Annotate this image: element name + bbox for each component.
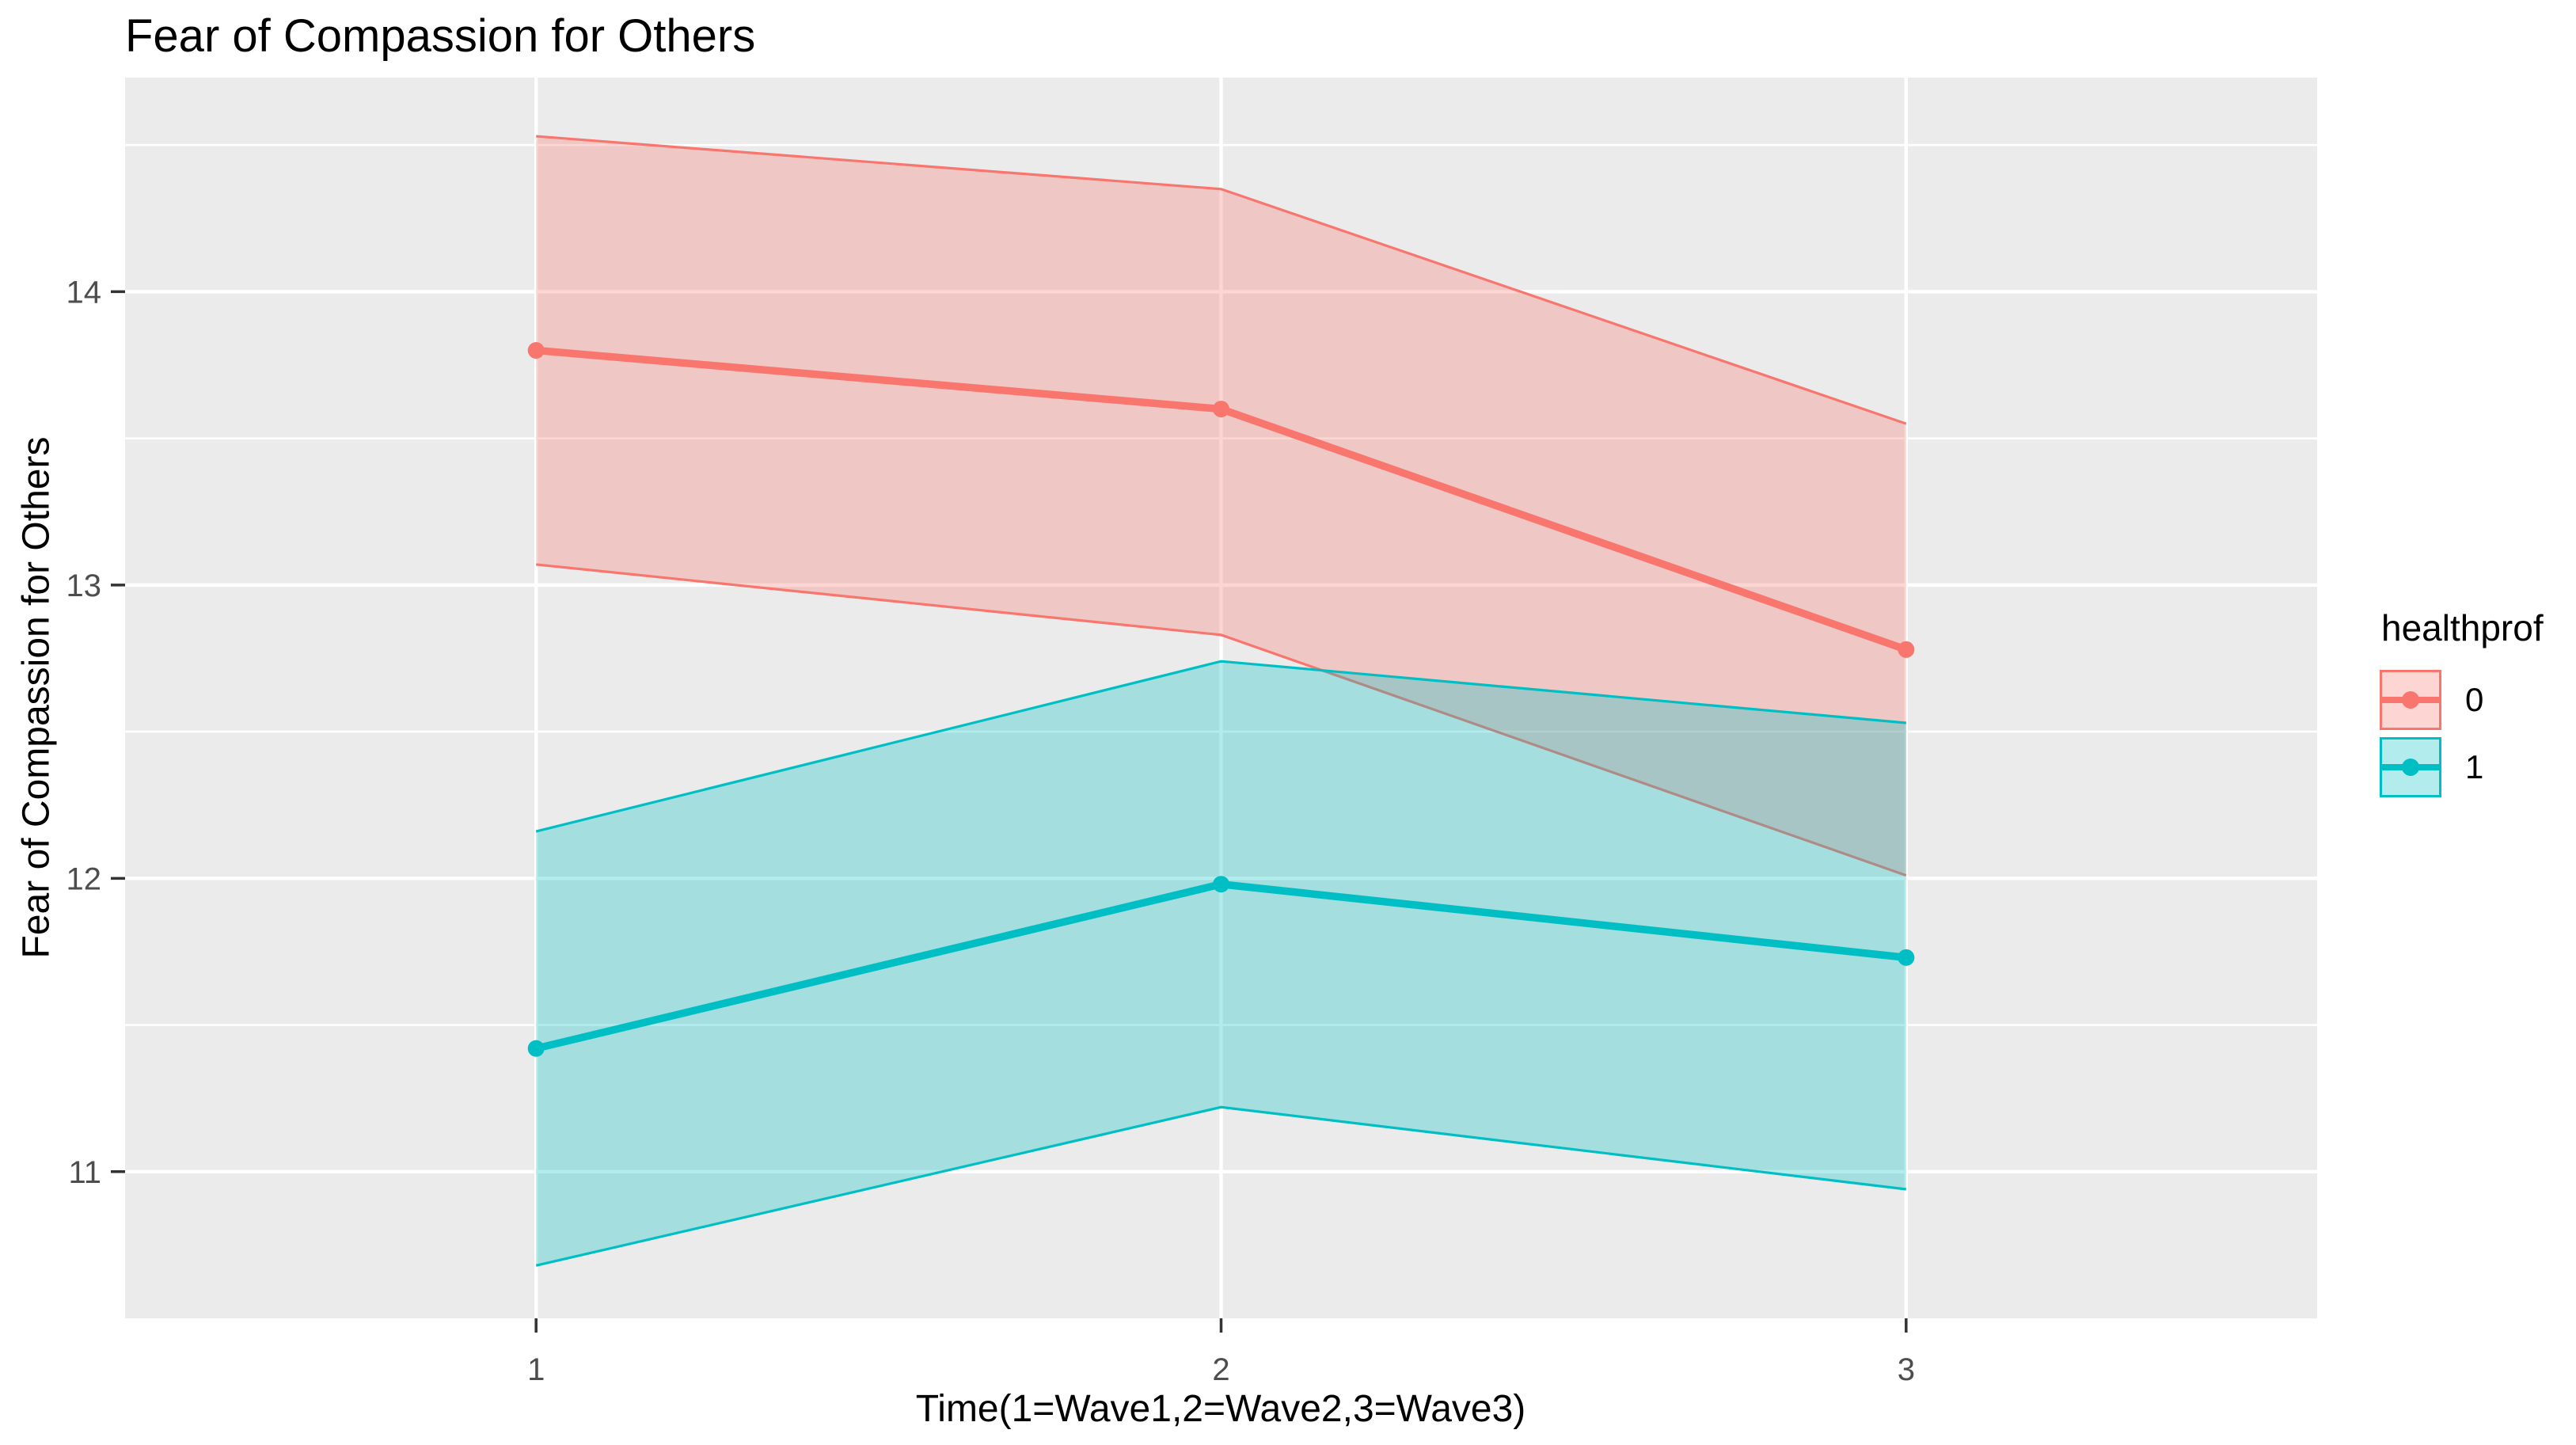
legend-item-0: 0 bbox=[2380, 670, 2544, 730]
ribbon-lower-edge-0 bbox=[536, 563, 1907, 877]
y-tick-label: 13 bbox=[66, 568, 102, 603]
legend-key-swatch-0 bbox=[2380, 670, 2441, 730]
legend: healthprof 0 1 bbox=[2380, 607, 2544, 804]
data-point-1-x3 bbox=[1898, 949, 1915, 966]
legend-item-1: 1 bbox=[2380, 737, 2544, 797]
ribbon-upper-edge-0 bbox=[536, 135, 1907, 425]
data-point-0-x1 bbox=[527, 342, 545, 359]
x-tick-label: 2 bbox=[1212, 1352, 1229, 1387]
legend-label-1: 1 bbox=[2465, 748, 2484, 785]
y-tick-label: 14 bbox=[66, 275, 102, 310]
x-axis-title: Time(1=Wave1,2=Wave2,3=Wave3) bbox=[915, 1388, 1526, 1430]
y-axis-title: Fear of Compassion for Others bbox=[15, 436, 58, 959]
x-tick-label: 1 bbox=[527, 1352, 545, 1387]
ribbon-1 bbox=[536, 661, 1906, 1266]
y-tick-label: 11 bbox=[68, 1155, 101, 1190]
ribbon-0 bbox=[536, 136, 1906, 876]
y-tick-label: 12 bbox=[66, 861, 102, 896]
data-point-0-x2 bbox=[1213, 401, 1229, 418]
data-point-1-x2 bbox=[1213, 876, 1229, 893]
legend-key-point-icon bbox=[2402, 691, 2419, 709]
data-point-1-x1 bbox=[527, 1040, 545, 1057]
chart-title: Fear of Compassion for Others bbox=[125, 10, 756, 62]
legend-key-swatch-1 bbox=[2380, 737, 2441, 797]
legend-label-0: 0 bbox=[2465, 681, 2484, 718]
ribbon-upper-edge-1 bbox=[535, 660, 1906, 833]
data-point-0-x3 bbox=[1898, 641, 1915, 658]
legend-title: healthprof bbox=[2381, 607, 2544, 648]
x-tick-label: 3 bbox=[1898, 1352, 1915, 1387]
ribbon-lower-edge-1 bbox=[535, 1105, 1907, 1267]
legend-key-point-icon bbox=[2402, 759, 2419, 776]
